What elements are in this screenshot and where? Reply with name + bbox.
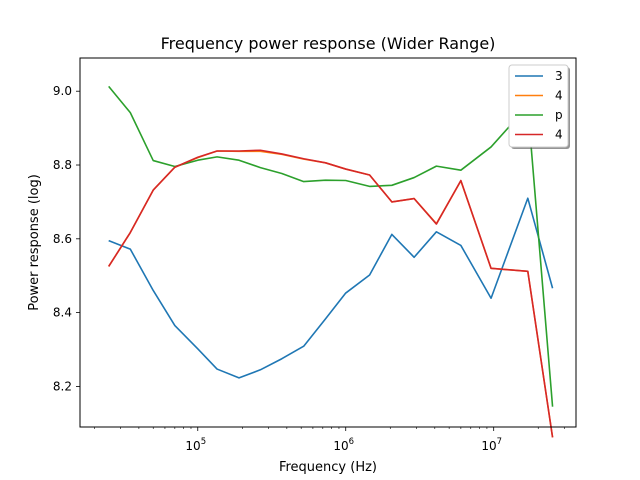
legend-label: 4 (555, 128, 563, 142)
y-tick-label: 8.8 (53, 158, 72, 172)
x-tick-label: 105 (185, 437, 206, 453)
x-tick-label: 107 (481, 437, 502, 453)
chart-title: Frequency power response (Wider Range) (161, 34, 496, 53)
y-tick-label: 8.6 (53, 232, 72, 246)
x-tick-label-exponent: 7 (497, 437, 502, 447)
x-tick-label-base: 10 (185, 439, 200, 453)
x-tick-label-base: 10 (333, 439, 348, 453)
x-tick-label-base: 10 (481, 439, 496, 453)
y-axis-label: Power response (log) (27, 174, 42, 311)
legend-label: 3 (555, 69, 563, 83)
x-tick-label-exponent: 6 (349, 437, 354, 447)
y-tick-label: 8.2 (53, 379, 72, 393)
legend-label: 4 (555, 89, 563, 103)
x-tick-label: 106 (333, 437, 354, 453)
y-tick-label: 8.4 (53, 306, 72, 320)
y-tick-label: 9.0 (53, 84, 72, 98)
legend-label: p (555, 108, 563, 122)
x-axis-label: Frequency (Hz) (279, 460, 377, 475)
series-line-1 (108, 197, 554, 379)
x-tick-label-exponent: 5 (201, 437, 206, 447)
legend: 3 4 p 4 (508, 64, 570, 149)
legend-box (508, 64, 569, 148)
series-line-4 (108, 149, 554, 438)
plot-frame (79, 57, 577, 428)
